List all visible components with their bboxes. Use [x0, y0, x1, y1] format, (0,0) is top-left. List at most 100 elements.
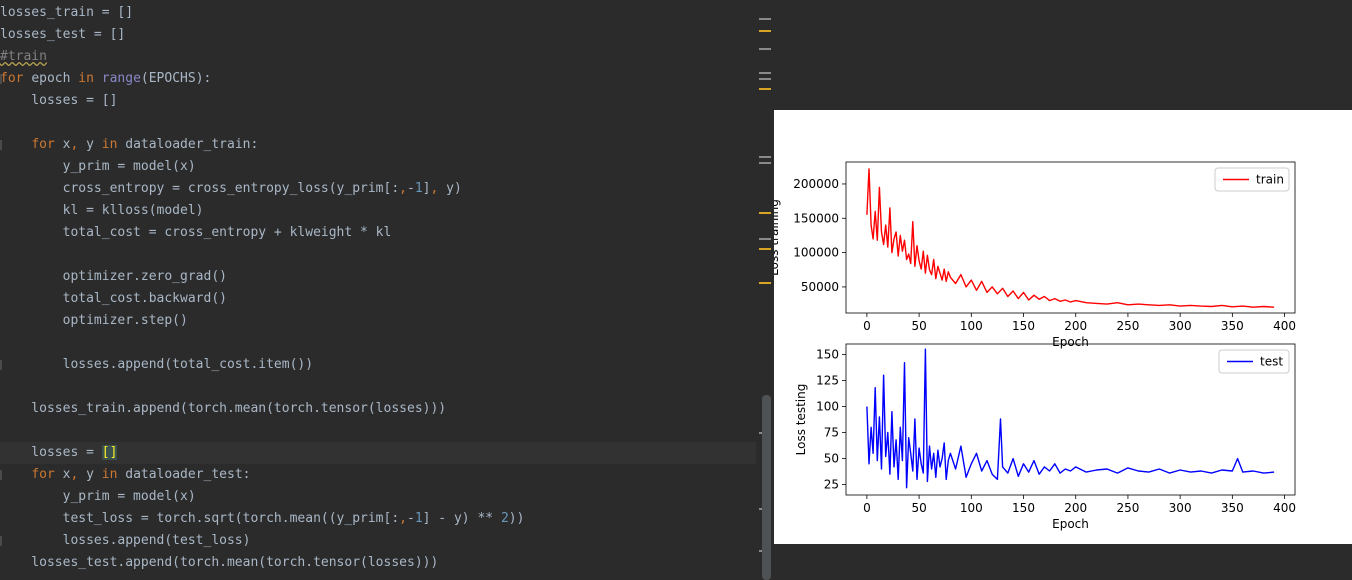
code-token: , — [70, 467, 87, 482]
code-line[interactable]: test_loss = torch.sqrt(torch.mean((y_pri… — [0, 508, 525, 530]
code-token: x — [62, 137, 71, 152]
x-tick-label: 350 — [1221, 319, 1244, 333]
code-line[interactable]: losses.append(test_loss) — [0, 530, 251, 552]
x-tick-label: 150 — [1012, 319, 1035, 333]
code-line[interactable]: losses_test.append(torch.mean(torch.tens… — [0, 552, 438, 574]
scrollbar-marker[interactable] — [759, 88, 771, 90]
code-line[interactable]: losses.append(total_cost.item()) — [0, 354, 313, 376]
fold-marker-icon[interactable] — [0, 360, 2, 370]
legend-label: train — [1256, 173, 1284, 187]
code-token: in — [101, 137, 126, 152]
legend-box — [1214, 167, 1290, 192]
code-line[interactable]: optimizer.zero_grad() — [0, 266, 227, 288]
scrollbar-marker[interactable] — [759, 212, 771, 214]
series-line-test — [866, 348, 1275, 489]
x-tick-label: 100 — [960, 319, 983, 333]
code-token: losses_train = [] — [0, 5, 134, 20]
x-tick-label: 150 — [1012, 501, 1035, 515]
fold-marker-icon[interactable] — [0, 536, 2, 546]
code-line[interactable]: losses = [] — [0, 442, 760, 464]
y-axis-label: Loss testing — [794, 384, 808, 456]
y-tick-label: 150 — [816, 347, 839, 361]
x-tick-label: 400 — [1273, 501, 1296, 515]
scrollbar-marker[interactable] — [759, 282, 771, 284]
x-axis-label: Epoch — [1052, 517, 1089, 531]
y-tick-label: 150000 — [793, 211, 839, 225]
scrollbar-marker[interactable] — [759, 156, 771, 158]
code-line[interactable]: losses_train = [] — [0, 2, 133, 24]
scrollbar-marker[interactable] — [759, 162, 771, 164]
fold-marker-icon[interactable] — [0, 470, 2, 480]
code-token: for — [31, 467, 63, 482]
x-tick-label: 200 — [1064, 501, 1087, 515]
code-token: total_cost.backward() — [0, 291, 227, 306]
code-line[interactable]: losses_train.append(torch.mean(torch.ten… — [0, 398, 446, 420]
code-token: , — [70, 137, 87, 152]
code-token: ] - y) ** — [422, 511, 501, 526]
code-token: losses_test.append(torch.mean(torch.tens… — [0, 555, 439, 570]
legend-box — [1218, 349, 1290, 374]
code-token: in — [101, 467, 126, 482]
scrollbar-marker[interactable] — [759, 72, 771, 74]
code-token: in — [78, 71, 102, 86]
y-tick-label: 100000 — [793, 246, 839, 260]
scrollbar-marker[interactable] — [759, 48, 771, 50]
code-line[interactable]: for x, y in dataloader_train: — [0, 134, 258, 156]
code-token: losses_test = [] — [0, 27, 126, 42]
code-line[interactable]: for x, y in dataloader_test: — [0, 464, 250, 486]
y-tick-label: 100 — [816, 399, 839, 413]
code-token: range — [101, 71, 141, 86]
scrollbar-marker[interactable] — [759, 18, 771, 20]
axes-frame — [845, 343, 1296, 496]
code-token: kl = klloss(model) — [0, 203, 204, 218]
scrollbar-thumb[interactable] — [762, 395, 771, 580]
code-line[interactable]: kl = klloss(model) — [0, 200, 204, 222]
code-token: epoch — [31, 71, 79, 86]
legend-label: test — [1260, 355, 1283, 369]
code-token — [0, 467, 31, 482]
code-line[interactable]: optimizer.step() — [0, 310, 188, 332]
code-token: losses.append(test_loss) — [0, 533, 251, 548]
fold-marker-icon[interactable] — [0, 74, 2, 84]
code-token: for — [0, 71, 32, 86]
y-tick-label: 50000 — [801, 280, 839, 294]
code-token: optimizer.step() — [0, 313, 188, 328]
x-tick-label: 250 — [1116, 501, 1139, 515]
x-tick-label: 50 — [911, 501, 926, 515]
matplotlib-figure: 0 50 100 150 200 250 300 350 4005000010000015000… — [767, 161, 1296, 531]
code-token: , — [399, 511, 407, 526]
code-token: , — [399, 181, 407, 196]
code-line[interactable]: total_cost.backward() — [0, 288, 227, 310]
code-token: - — [407, 181, 415, 196]
code-line[interactable]: for epoch in range(EPOCHS): — [0, 68, 211, 90]
fold-marker-icon[interactable] — [0, 140, 2, 150]
plot-window: 0 50 100 150 200 250 300 350 400 50000 100000 15000… — [767, 110, 1352, 544]
code-line[interactable]: #train — [0, 46, 47, 68]
y-tick-label: 200000 — [793, 177, 839, 191]
code-line[interactable]: y_prim = model(x) — [0, 486, 196, 508]
code-token: - — [407, 511, 415, 526]
x-tick-label: 100 — [960, 501, 983, 515]
scrollbar-marker[interactable] — [759, 78, 771, 80]
code-token: #train — [0, 49, 47, 64]
code-token: losses.append(total_cost.item()) — [0, 357, 314, 372]
code-token: 2 — [500, 511, 509, 526]
code-line[interactable]: y_prim = model(x) — [0, 156, 196, 178]
code-editor[interactable]: losses_train = [] losses_test = [] #train f… — [0, 0, 772, 580]
code-token: losses = [] — [0, 93, 118, 108]
code-line[interactable]: cross_entropy = cross_entropy_loss(y_pri… — [0, 178, 462, 200]
code-line[interactable]: losses_test = [] — [0, 24, 125, 46]
code-token: losses_train.append(torch.mean(torch.ten… — [0, 401, 447, 416]
code-line[interactable]: total_cost = cross_entropy + klweight * … — [0, 222, 392, 244]
code-line[interactable]: losses = [] — [0, 90, 117, 112]
code-token: optimizer.zero_grad() — [0, 269, 227, 284]
scrollbar-marker[interactable] — [759, 248, 771, 250]
x-tick-label: 0 — [863, 319, 871, 333]
code-token: cross_entropy = cross_entropy_loss(y_pri… — [0, 181, 400, 196]
code-token: y_prim = model(x) — [0, 489, 196, 504]
y-tick-label: 50 — [824, 452, 839, 466]
scrollbar-marker[interactable] — [759, 238, 771, 240]
scrollbar-marker[interactable] — [759, 30, 771, 32]
code-token: )) — [508, 511, 525, 526]
code-token: ] — [422, 181, 431, 196]
